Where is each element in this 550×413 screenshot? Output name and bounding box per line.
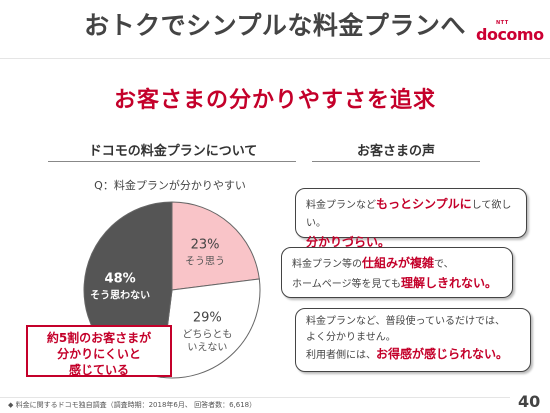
- slide-title: おトクでシンプルな料金プランへ: [84, 11, 466, 40]
- bubble-emphasis: もっとシンプルに: [376, 197, 472, 211]
- bubble-text: 利用者側には、: [306, 350, 376, 361]
- title-divider: [0, 58, 550, 59]
- pie-category-label: どちらとも: [182, 328, 232, 340]
- bubble-emphasis: お得感が感じられない。: [376, 347, 509, 361]
- left-section-heading: ドコモの料金プランについて: [88, 144, 258, 159]
- bubble-emphasis: 仕組みが複雑: [362, 256, 435, 270]
- callout-line-2: 分かりにくいと: [57, 347, 141, 361]
- callout-box: 約5割のお客さまが 分かりにくいと 感じている: [26, 325, 172, 377]
- right-section-heading: お客さまの声: [356, 144, 435, 159]
- page-number: 40: [518, 392, 541, 411]
- pie-percent-label: 23%: [191, 237, 220, 252]
- docomo-logo: NTT docomo: [476, 20, 544, 46]
- slide-subtitle: お客さまの分かりやすさを追求: [113, 88, 436, 113]
- bubble-emphasis: 分かりづらい。: [306, 235, 391, 249]
- pie-percent-label: 48%: [105, 272, 136, 287]
- callout-line-3: 感じている: [68, 363, 129, 377]
- speech-bubble-2: 料金プラン等の仕組みが複雑で、 ホームページ等を見ても理解しきれない。: [281, 247, 513, 298]
- pie-category-label: そう思う: [185, 255, 225, 267]
- logo-ntt-text: NTT: [496, 20, 509, 26]
- bubble-text: 料金プランなど、普段使っているだけでは、: [306, 316, 505, 327]
- bubble-text: 料金プランなど: [306, 200, 376, 211]
- survey-question: Q：料金プランが分かりやすい: [94, 179, 246, 192]
- pie-category-label: いえない: [187, 341, 227, 353]
- pie-percent-label: 29%: [193, 310, 222, 325]
- logo-brand-text: docomo: [476, 25, 544, 44]
- pie-slice-agree: [171, 201, 260, 291]
- callout-line-1: 約5割のお客さまが: [46, 331, 152, 345]
- pie-category-label: そう思わない: [90, 290, 150, 302]
- footer-divider: [0, 397, 510, 398]
- footnote: ◆ 料金に関するドコモ独自調査（調査時期：2018年6月、 回答者数：6,618…: [8, 401, 257, 409]
- left-section-divider: [48, 161, 296, 162]
- bubble-text: よく分かりません。: [306, 332, 396, 343]
- bubble-emphasis: 理解しきれない。: [401, 276, 498, 290]
- pie-slice-neutral: [160, 278, 261, 379]
- right-section-divider: [312, 161, 480, 162]
- bubble-text: ホームページ等を見ても: [292, 279, 401, 290]
- speech-bubble-3: 料金プランなど、普段使っているだけでは、 よく分かりません。 利用者側には、お得…: [295, 308, 531, 372]
- bubble-text: 料金プラン等の: [292, 259, 362, 270]
- bubble-text: で、: [434, 259, 454, 270]
- bubble-text: して欲しい。: [306, 200, 512, 229]
- speech-bubble-1: 料金プランなどもっとシンプルにして欲しい。 分かりづらい。: [295, 188, 527, 249]
